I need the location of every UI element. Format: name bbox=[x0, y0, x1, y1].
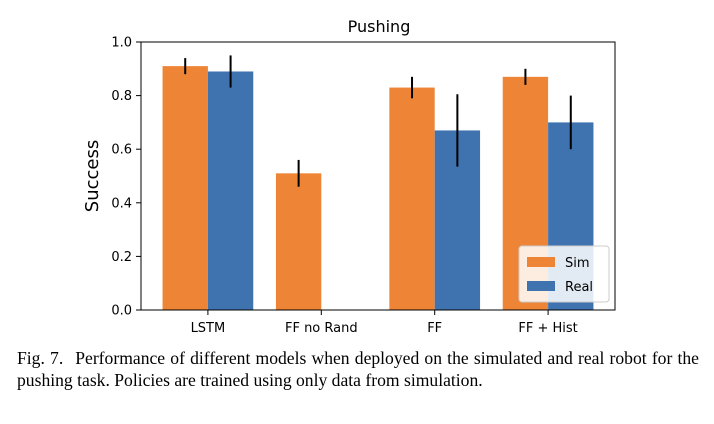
legend-swatch-real bbox=[527, 281, 555, 291]
x-tick-label: LSTM bbox=[191, 321, 226, 336]
y-tick-label: 0.0 bbox=[111, 304, 132, 319]
y-tick-label: 0.6 bbox=[111, 143, 132, 158]
chart-title: Pushing bbox=[348, 17, 411, 36]
y-tick-label: 0.2 bbox=[111, 250, 132, 265]
legend-swatch-sim bbox=[527, 257, 555, 267]
bar-real-0 bbox=[207, 71, 254, 310]
legend-label-real: Real bbox=[565, 280, 593, 295]
bar-sim-2 bbox=[389, 87, 435, 310]
caption-text: Performance of different models when dep… bbox=[17, 348, 699, 390]
error-bars-layer bbox=[184, 55, 572, 187]
x-tick-label: FF bbox=[427, 321, 442, 336]
bar-sim-0 bbox=[162, 66, 208, 311]
x-tick-label: FF + Hist bbox=[518, 321, 577, 336]
plot-frame bbox=[140, 41, 616, 311]
figure-caption: Fig. 7. Performance of different models w… bbox=[17, 348, 699, 391]
y-tick-label: 0.8 bbox=[111, 89, 132, 104]
legend: Sim Real bbox=[518, 245, 610, 303]
y-tick-label: 1.0 bbox=[111, 36, 132, 51]
bar-chart: Pushing Success 0.0 0.2 0.4 0.6 0.8 1.0 LSTM F… bbox=[82, 17, 616, 336]
y-tick-label: 0.4 bbox=[111, 196, 132, 211]
y-axis: 0.0 0.2 0.4 0.6 0.8 1.0 bbox=[111, 36, 141, 319]
bars-layer bbox=[162, 66, 594, 311]
legend-box bbox=[518, 245, 610, 303]
caption-label: Fig. 7. bbox=[17, 348, 64, 368]
legend-label-sim: Sim bbox=[565, 256, 590, 271]
y-axis-label: Success bbox=[82, 140, 103, 212]
x-axis: LSTM FF no Rand FF FF + Hist bbox=[191, 310, 578, 336]
x-tick-label: FF no Rand bbox=[285, 321, 358, 336]
bar-sim-1 bbox=[275, 173, 322, 310]
